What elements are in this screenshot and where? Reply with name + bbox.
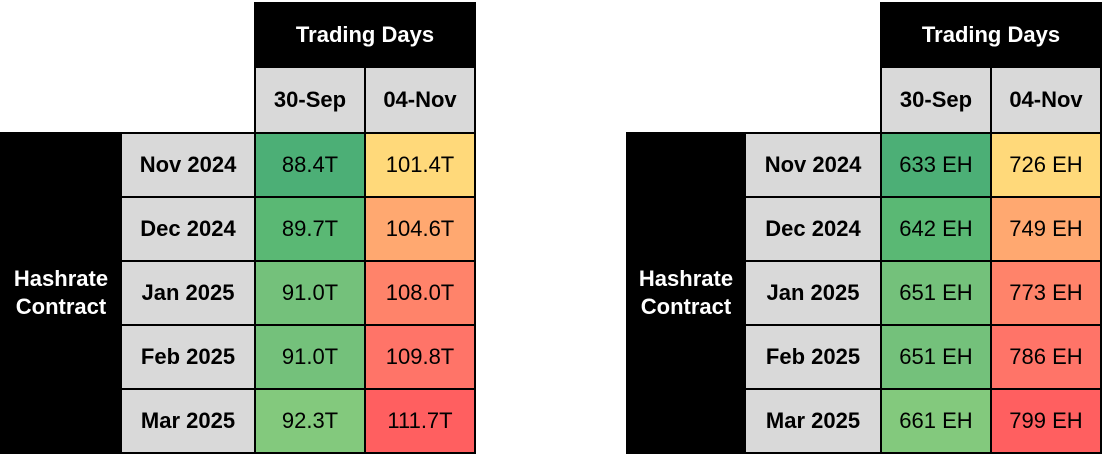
- row-header: Feb 2025: [120, 324, 256, 390]
- row-header: Dec 2024: [744, 196, 882, 262]
- value-cell: 661 EH: [880, 388, 992, 454]
- value-cell: 651 EH: [880, 260, 992, 326]
- row-header: Mar 2025: [744, 388, 882, 454]
- column-header-30-sep: 30-Sep: [254, 66, 366, 134]
- value-cell: 642 EH: [880, 196, 992, 262]
- value-cell: 91.0T: [254, 260, 366, 326]
- value-cell: 111.7T: [364, 388, 476, 454]
- value-cell: 786 EH: [990, 324, 1102, 390]
- value-cell: 91.0T: [254, 324, 366, 390]
- hashrate-label-line2: Contract: [640, 294, 732, 319]
- value-cell: 92.3T: [254, 388, 366, 454]
- hashrate-contract-label: Hashrate Contract: [0, 132, 122, 454]
- value-cell: 88.4T: [254, 132, 366, 198]
- hashrate-label-line1: Hashrate: [638, 266, 734, 291]
- value-cell: 633 EH: [880, 132, 992, 198]
- value-cell: 651 EH: [880, 324, 992, 390]
- value-cell: 799 EH: [990, 388, 1102, 454]
- value-cell: 108.0T: [364, 260, 476, 326]
- column-header-30-sep: 30-Sep: [880, 66, 992, 134]
- row-header: Nov 2024: [120, 132, 256, 198]
- hashrate-contract-label: Hashrate Contract: [626, 132, 746, 454]
- value-cell: 749 EH: [990, 196, 1102, 262]
- hashrate-label-line1: Hashrate: [13, 266, 109, 291]
- value-cell: 726 EH: [990, 132, 1102, 198]
- value-cell: 104.6T: [364, 196, 476, 262]
- hashrate-label-line2: Contract: [15, 294, 107, 319]
- row-header: Feb 2025: [744, 324, 882, 390]
- column-header-04-nov: 04-Nov: [364, 66, 476, 134]
- column-header-04-nov: 04-Nov: [990, 66, 1102, 134]
- row-header: Nov 2024: [744, 132, 882, 198]
- row-header: Mar 2025: [120, 388, 256, 454]
- row-header: Jan 2025: [744, 260, 882, 326]
- row-header: Jan 2025: [120, 260, 256, 326]
- value-cell: 101.4T: [364, 132, 476, 198]
- value-cell: 773 EH: [990, 260, 1102, 326]
- value-cell: 109.8T: [364, 324, 476, 390]
- value-cell: 89.7T: [254, 196, 366, 262]
- trading-days-header: Trading Days: [254, 2, 476, 68]
- trading-days-header: Trading Days: [880, 2, 1102, 68]
- row-header: Dec 2024: [120, 196, 256, 262]
